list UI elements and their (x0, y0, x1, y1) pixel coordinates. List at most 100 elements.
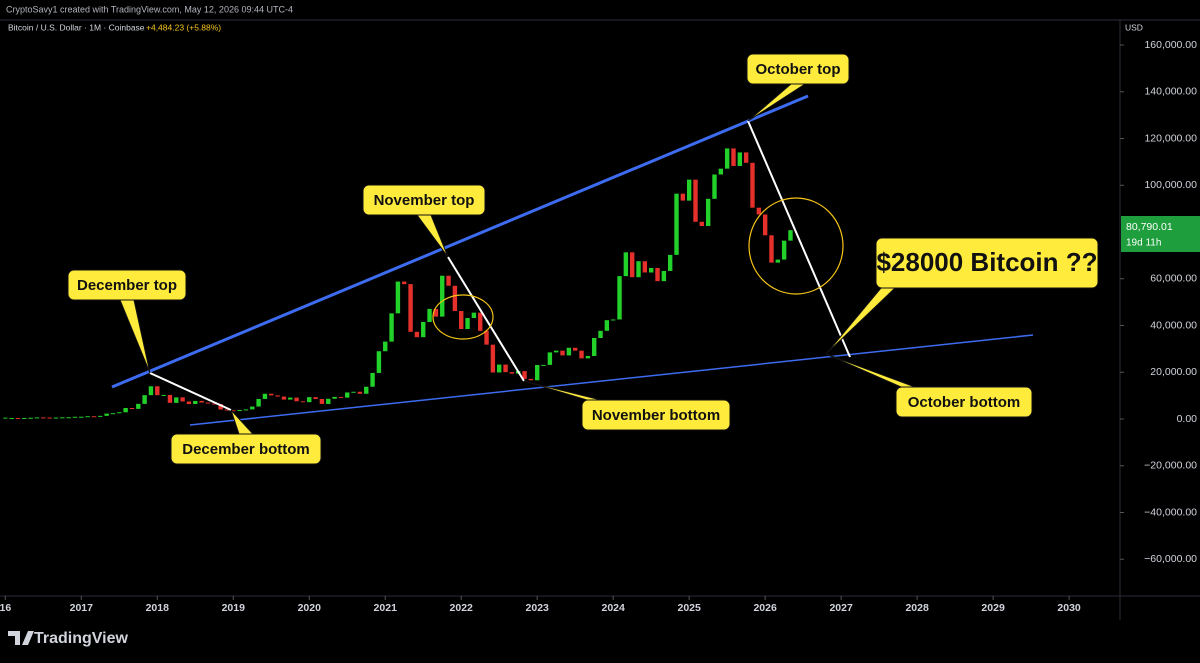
candle (53, 417, 59, 419)
y-tick-label: −20,000.00 (1144, 460, 1197, 472)
candle (427, 308, 432, 322)
candle (693, 179, 698, 222)
y-tick-label: 160,000.00 (1144, 39, 1197, 51)
header-text: CryptoSavy1 created with TradingView.com… (6, 4, 293, 14)
candle (60, 417, 65, 419)
candle (402, 281, 407, 285)
candle (750, 162, 755, 208)
candle (528, 378, 534, 381)
candle (395, 281, 401, 314)
callout-text: December top (77, 277, 177, 294)
candle (743, 152, 749, 163)
candle (218, 404, 223, 410)
candle (174, 397, 179, 403)
decline-line (747, 120, 851, 358)
candle (471, 312, 477, 319)
x-tick-label: 2029 (981, 602, 1005, 614)
candle (560, 350, 565, 356)
candle (155, 386, 160, 396)
candle (28, 417, 33, 419)
logo-mark (8, 631, 34, 645)
candle (117, 412, 122, 414)
candle (667, 254, 673, 271)
candle (41, 417, 46, 419)
candle (186, 401, 192, 405)
candle (497, 364, 502, 373)
x-tick-label: 2022 (450, 602, 474, 614)
x-tick-label: 2028 (905, 602, 929, 614)
currency: USD (1125, 22, 1143, 32)
x-tick-label: 16 (0, 602, 11, 614)
candle (104, 413, 109, 416)
candle (72, 416, 78, 418)
y-tick-label: 140,000.00 (1144, 86, 1197, 98)
candle (123, 408, 128, 413)
candle (313, 397, 318, 400)
decline-line (149, 372, 232, 411)
candle (212, 403, 217, 405)
x-tick-label: 2024 (602, 602, 626, 614)
candle (617, 276, 622, 320)
candle (281, 396, 287, 400)
candle (161, 394, 166, 396)
callout-box-cover (748, 55, 848, 83)
candle (79, 416, 84, 418)
countdown: 19d 11h (1126, 238, 1161, 249)
drawings (111, 94, 1034, 426)
lower-trendline (189, 334, 1034, 426)
candle (85, 416, 90, 418)
candle (591, 338, 597, 356)
x-tick-label: 2030 (1057, 602, 1081, 614)
candle (440, 275, 445, 317)
candle (579, 350, 584, 359)
callout-text: October bottom (908, 394, 1021, 411)
y-tick-label: 120,000.00 (1144, 132, 1197, 144)
callout-text: $28000 Bitcoin ?? (876, 247, 1097, 277)
candle (326, 398, 331, 404)
candle (541, 364, 546, 366)
x-tick-label: 2025 (677, 602, 701, 614)
candle (256, 398, 261, 407)
callout-box-cover (364, 186, 484, 214)
candle (294, 397, 299, 402)
candle (224, 409, 230, 411)
y-tick-label: 0.00 (1177, 413, 1198, 425)
candle (167, 394, 173, 403)
candle (712, 174, 717, 199)
candle (414, 331, 420, 338)
candle (636, 261, 641, 278)
callout-text: December bottom (182, 441, 310, 458)
candle (275, 395, 280, 397)
candle (231, 410, 236, 412)
candle (91, 416, 97, 418)
candle (148, 386, 154, 396)
candle (433, 308, 439, 317)
candle (610, 319, 616, 321)
candle (205, 402, 211, 404)
highlight-circle (748, 197, 844, 295)
logo: TradingView (8, 630, 129, 647)
candle (674, 193, 679, 255)
callout-box-cover (69, 271, 185, 299)
candle (383, 341, 388, 352)
candle (357, 391, 363, 394)
x-tick-label: 2026 (753, 602, 777, 614)
candle (408, 284, 413, 332)
y-tick-label: 60,000.00 (1150, 273, 1197, 285)
candle (522, 371, 527, 379)
candle (421, 321, 426, 338)
candle (15, 417, 21, 419)
candle (781, 240, 787, 260)
decline-line (447, 256, 525, 382)
candle (300, 401, 306, 403)
price-change: +4,484.23 (+5.88%) (146, 22, 221, 32)
y-tick-label: −60,000.00 (1144, 553, 1197, 565)
candle (262, 393, 268, 399)
x-tick-label: 2021 (374, 602, 398, 614)
candle (338, 396, 344, 398)
x-tick-label: 2027 (829, 602, 853, 614)
x-tick-label: 2017 (70, 602, 94, 614)
candle (547, 352, 553, 365)
candle (389, 313, 394, 342)
